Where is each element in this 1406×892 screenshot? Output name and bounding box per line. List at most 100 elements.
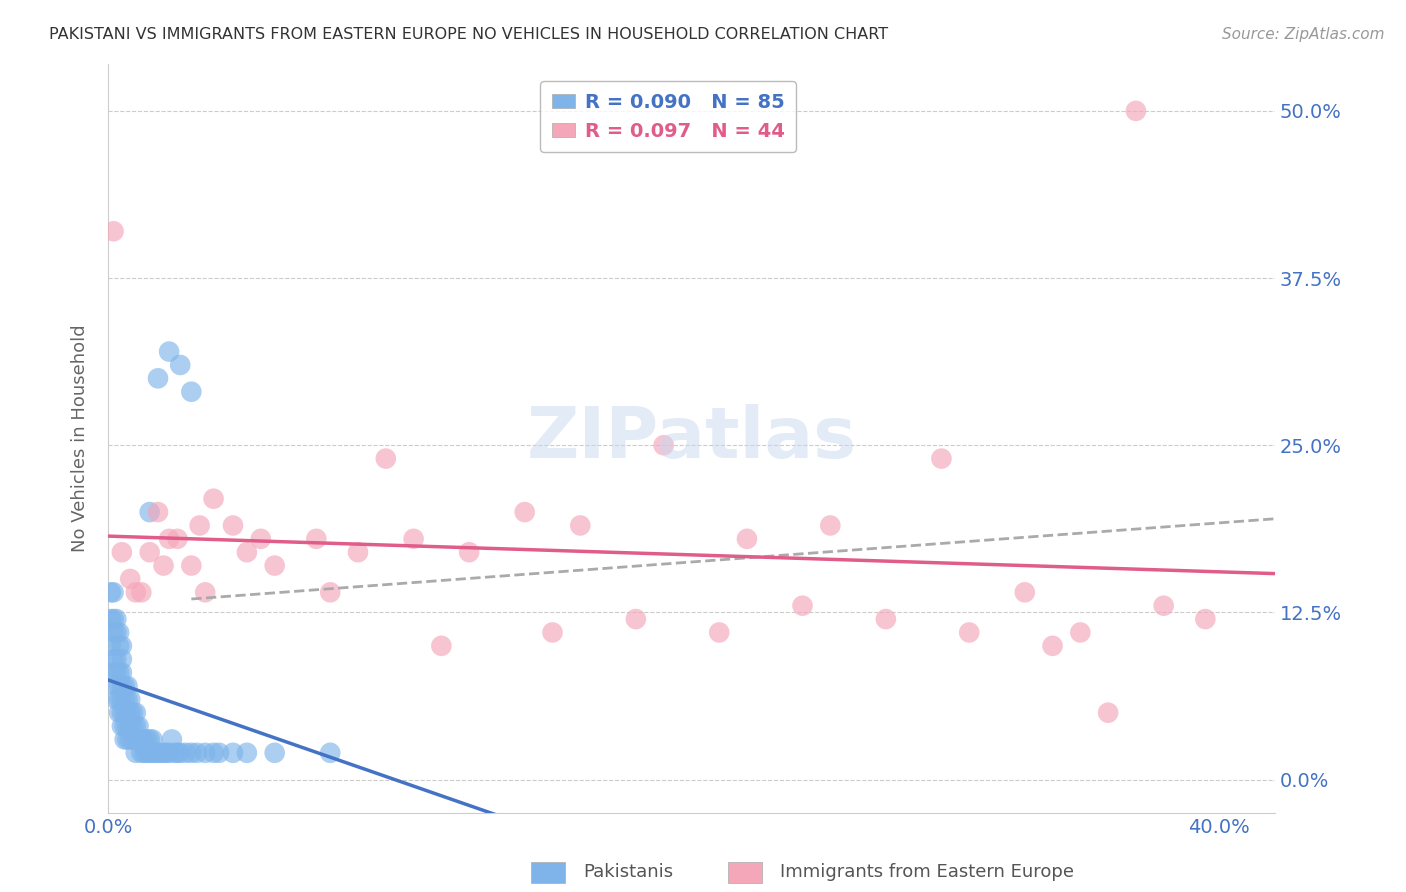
Point: [222, 746, 245, 760]
Point: [157, 532, 180, 546]
Text: Source: ZipAtlas.com: Source: ZipAtlas.com: [1222, 27, 1385, 42]
Point: [122, 706, 145, 720]
Point: [263, 558, 285, 573]
Point: [111, 719, 134, 733]
Point: [305, 532, 328, 546]
Point: [157, 746, 180, 760]
Point: [103, 585, 125, 599]
Point: [1125, 103, 1147, 118]
Point: [169, 746, 191, 760]
Point: [108, 639, 131, 653]
Point: [117, 679, 139, 693]
Point: [108, 692, 131, 706]
Point: [430, 639, 453, 653]
Point: [131, 732, 153, 747]
Point: [820, 518, 842, 533]
Text: PAKISTANI VS IMMIGRANTS FROM EASTERN EUROPE NO VEHICLES IN HOUSEHOLD CORRELATION: PAKISTANI VS IMMIGRANTS FROM EASTERN EUR…: [49, 27, 889, 42]
Point: [180, 384, 202, 399]
Point: [138, 545, 160, 559]
Point: [180, 746, 202, 760]
Point: [135, 746, 157, 760]
Point: [146, 505, 169, 519]
Point: [236, 746, 259, 760]
Point: [202, 491, 225, 506]
Point: [1069, 625, 1091, 640]
Point: [1194, 612, 1216, 626]
Point: [875, 612, 897, 626]
Point: [146, 371, 169, 385]
Point: [541, 625, 564, 640]
Point: [513, 505, 536, 519]
Point: [152, 746, 174, 760]
Point: [105, 665, 128, 680]
Point: [236, 545, 259, 559]
Point: [114, 706, 136, 720]
Point: [111, 639, 134, 653]
Point: [128, 732, 150, 747]
Point: [114, 679, 136, 693]
Point: [108, 679, 131, 693]
Point: [105, 679, 128, 693]
Point: [120, 719, 142, 733]
Point: [117, 719, 139, 733]
Text: ZIPatlas: ZIPatlas: [526, 404, 856, 473]
Point: [141, 732, 163, 747]
Point: [202, 746, 225, 760]
Point: [569, 518, 592, 533]
Point: [169, 358, 191, 372]
Y-axis label: No Vehicles in Household: No Vehicles in Household: [72, 325, 89, 552]
Point: [263, 746, 285, 760]
Text: Immigrants from Eastern Europe: Immigrants from Eastern Europe: [780, 863, 1074, 881]
Point: [103, 612, 125, 626]
Text: Pakistanis: Pakistanis: [583, 863, 673, 881]
Point: [117, 732, 139, 747]
Point: [138, 732, 160, 747]
Point: [120, 572, 142, 586]
Point: [931, 451, 953, 466]
Legend: R = 0.090   N = 85, R = 0.097   N = 44: R = 0.090 N = 85, R = 0.097 N = 44: [540, 81, 796, 153]
Point: [105, 652, 128, 666]
Point: [120, 706, 142, 720]
Point: [652, 438, 675, 452]
Point: [186, 746, 208, 760]
Point: [105, 612, 128, 626]
Point: [132, 732, 155, 747]
Point: [125, 585, 148, 599]
Point: [132, 746, 155, 760]
Point: [105, 625, 128, 640]
Point: [249, 532, 271, 546]
Point: [103, 652, 125, 666]
Point: [103, 224, 125, 238]
Point: [100, 612, 122, 626]
Point: [194, 585, 217, 599]
Point: [146, 746, 169, 760]
Point: [194, 746, 217, 760]
Point: [222, 518, 245, 533]
Point: [208, 746, 231, 760]
Point: [374, 451, 396, 466]
Point: [111, 679, 134, 693]
Point: [1042, 639, 1064, 653]
Point: [128, 719, 150, 733]
Point: [125, 746, 148, 760]
Point: [138, 505, 160, 519]
Point: [347, 545, 370, 559]
Point: [166, 746, 188, 760]
Point: [149, 746, 172, 760]
Point: [100, 639, 122, 653]
Point: [111, 652, 134, 666]
Point: [122, 732, 145, 747]
Point: [114, 732, 136, 747]
Point: [111, 545, 134, 559]
Point: [111, 665, 134, 680]
Point: [735, 532, 758, 546]
Point: [103, 625, 125, 640]
Point: [174, 746, 197, 760]
Point: [131, 585, 153, 599]
Point: [319, 746, 342, 760]
Point: [103, 665, 125, 680]
Point: [125, 719, 148, 733]
Point: [141, 746, 163, 760]
Point: [402, 532, 425, 546]
Point: [122, 719, 145, 733]
